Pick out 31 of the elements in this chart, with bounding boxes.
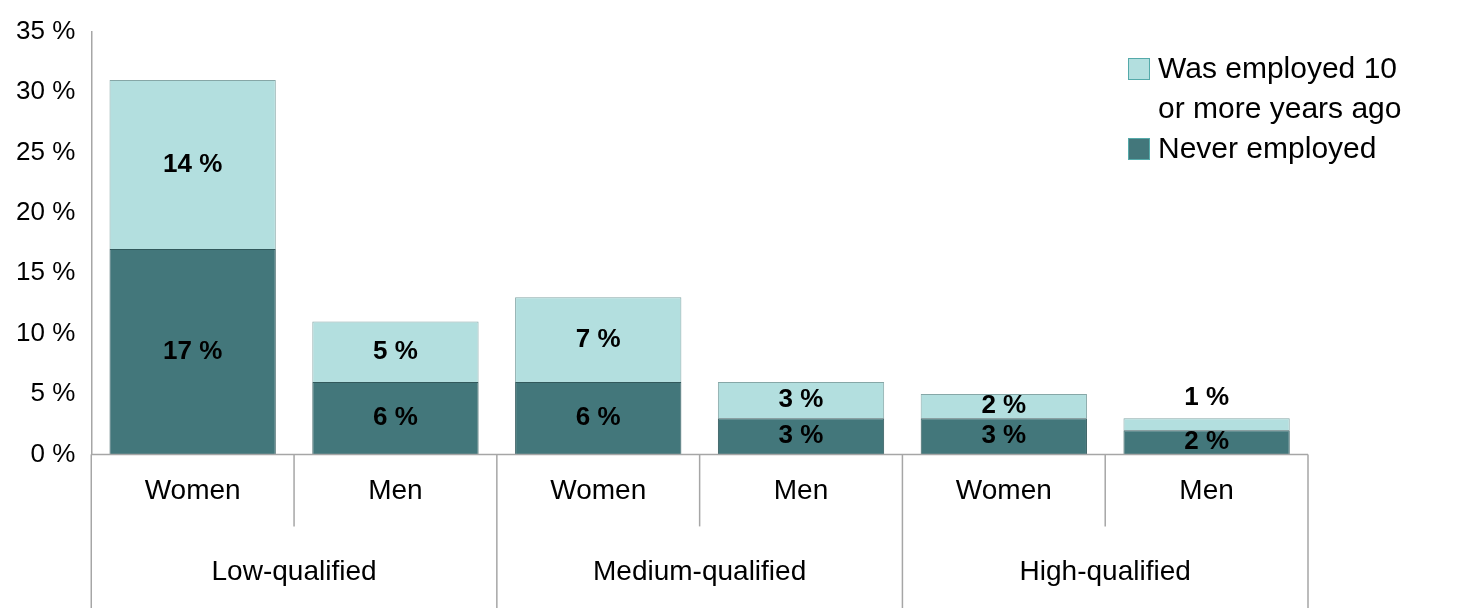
data-label: 3 % [981, 419, 1027, 450]
y-tick-label: 25 % [16, 135, 76, 166]
legend-label: Never employed [1158, 130, 1377, 166]
text: High-qualified [1019, 555, 1191, 587]
data-label: 3 % [778, 419, 824, 450]
y-tick-label: 20 % [16, 195, 76, 226]
data-label: 3 % [778, 383, 824, 414]
x-tick-label: Men [773, 473, 829, 505]
data-label: 14 % [163, 147, 223, 178]
x-tick-label: Women [550, 473, 647, 505]
text: Low-qualified [211, 555, 377, 587]
data-label: 2 % [1184, 425, 1230, 456]
data-label: 1 % [1184, 381, 1230, 412]
y-tick-label: 5 % [30, 377, 76, 408]
data-label: 6 % [575, 401, 621, 432]
text: Medium-qualified [593, 555, 807, 587]
y-tick-label: 35 % [16, 14, 76, 45]
data-label: 5 % [373, 334, 418, 365]
data-label: 17 % [163, 334, 223, 365]
data-label: 6 % [373, 401, 418, 432]
x-tick-label: Women [955, 473, 1052, 505]
x-tick-label: Men [368, 473, 423, 505]
data-label: 2 % [981, 389, 1027, 420]
data-label: 7 % [575, 322, 621, 353]
legend-label: Was employed 10 or more years ago [1158, 50, 1403, 126]
y-tick-label: 10 % [16, 316, 76, 347]
y-tick-label: 15 % [16, 256, 76, 287]
x-tick-label: Men [1179, 473, 1234, 505]
y-tick-label: 30 % [16, 75, 76, 106]
x-tick-label: Women [144, 473, 241, 505]
y-tick-label: 0 % [30, 437, 76, 468]
